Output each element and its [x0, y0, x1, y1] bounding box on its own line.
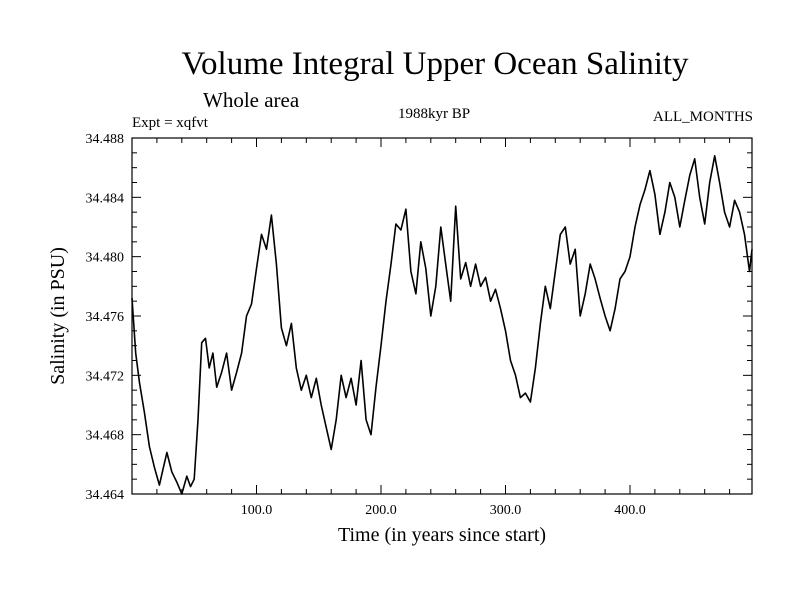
x-tick-label: 300.0	[490, 503, 522, 518]
y-tick-label: 34.488	[86, 132, 125, 147]
salinity-series-line	[131, 155, 753, 495]
chart-subtitle: Whole area	[203, 88, 300, 112]
x-tick-label: 100.0	[241, 503, 273, 518]
experiment-label: Expt = xqfvt	[132, 115, 208, 131]
y-tick-label: 34.472	[86, 369, 125, 384]
x-tick-label: 200.0	[365, 503, 397, 518]
y-tick-label: 34.464	[86, 488, 125, 503]
period-label: 1988kyr BP	[398, 106, 471, 122]
y-axis-label: Salinity (in PSU)	[47, 247, 69, 385]
x-tick-label: 400.0	[614, 503, 646, 518]
months-label: ALL_MONTHS	[653, 109, 753, 125]
axis-tick-labels: 100.0 200.0 300.0 400.0 34.464 34.468 34.472 34…	[86, 132, 646, 518]
chart-title: Volume Integral Upper Ocean Salinity	[181, 46, 689, 82]
x-axis-label: Time (in years since start)	[338, 524, 546, 546]
axis-ticks	[132, 138, 752, 494]
y-tick-label: 34.468	[86, 429, 125, 444]
y-tick-label: 34.484	[86, 191, 125, 206]
y-tick-label: 34.480	[86, 251, 125, 266]
plot-frame	[131, 137, 753, 495]
y-tick-label: 34.476	[86, 310, 125, 325]
